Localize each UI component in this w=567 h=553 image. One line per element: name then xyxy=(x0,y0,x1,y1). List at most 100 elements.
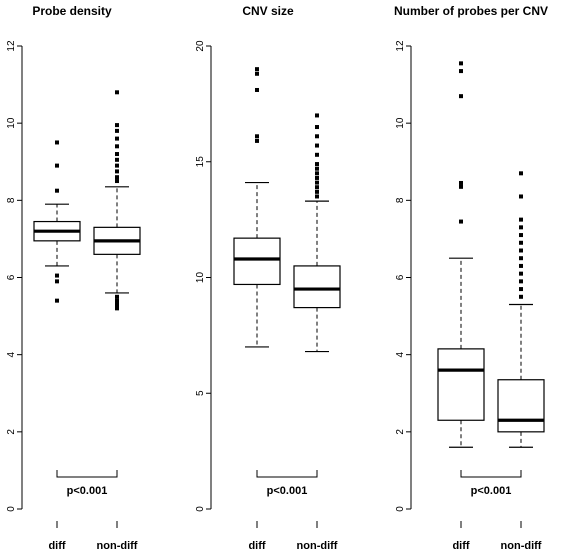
y-tick-label: 0 xyxy=(195,506,206,512)
outlier-point xyxy=(519,194,523,199)
outlier-point xyxy=(519,294,523,299)
box-non-diff: non-diff xyxy=(293,113,341,552)
box-body xyxy=(293,265,341,309)
outlier-point xyxy=(115,136,119,141)
panel-2: CNV size 0 5 10 15 20 diff non-diff p<0.001 xyxy=(195,4,341,552)
outlier-point xyxy=(315,113,319,118)
y-tick-label: 2 xyxy=(6,429,17,435)
outlier-point xyxy=(315,194,319,199)
outlier-point xyxy=(115,179,119,184)
outlier-point xyxy=(459,69,463,74)
outlier-point xyxy=(519,271,523,276)
outlier-point xyxy=(55,188,59,193)
outlier-point xyxy=(55,298,59,303)
significance-bracket xyxy=(56,470,118,478)
y-tick-label: 12 xyxy=(395,40,406,52)
box-diff: diff xyxy=(233,67,281,552)
outlier-point xyxy=(315,166,319,171)
y-tick-label: 8 xyxy=(395,197,406,203)
category-label: diff xyxy=(452,540,469,552)
outlier-point xyxy=(315,152,319,157)
outlier-point xyxy=(519,217,523,222)
panel-title: Probe density xyxy=(32,4,112,18)
outlier-point xyxy=(115,302,119,307)
outlier-point xyxy=(519,263,523,268)
outlier-point xyxy=(315,185,319,190)
outlier-point xyxy=(459,219,463,224)
p-value-label: p<0.001 xyxy=(471,485,512,497)
outlier-point xyxy=(519,287,523,292)
outlier-point xyxy=(115,306,119,311)
panel-title: Number of probes per CNV xyxy=(394,4,548,18)
outlier-point xyxy=(115,175,119,180)
y-tick-label: 0 xyxy=(6,506,17,512)
outlier-point xyxy=(315,171,319,176)
outlier-point xyxy=(115,123,119,128)
outlier-point xyxy=(115,163,119,168)
p-value-label: p<0.001 xyxy=(267,485,308,497)
outlier-point xyxy=(315,189,319,194)
panel-1: Probe density 0 2 4 6 8 10 12 diff non-diff p<0.00… xyxy=(6,4,141,552)
y-tick-label: 12 xyxy=(6,40,17,52)
outlier-point xyxy=(255,138,259,143)
outlier-point xyxy=(519,256,523,261)
outlier-point xyxy=(459,94,463,99)
y-tick-label: 6 xyxy=(6,274,17,280)
panel-3: Number of probes per CNV 0 2 4 6 8 10 12 diff non… xyxy=(394,4,548,552)
outlier-point xyxy=(519,248,523,253)
category-label: non-diff xyxy=(297,540,338,552)
outlier-point xyxy=(459,180,463,185)
y-tick-label: 15 xyxy=(195,156,206,168)
outlier-point xyxy=(115,294,119,299)
outlier-point xyxy=(115,90,119,95)
box-non-diff: non-diff xyxy=(93,90,141,552)
y-tick-label: 8 xyxy=(6,197,17,203)
y-tick-label: 10 xyxy=(395,117,406,129)
y-tick-label: 10 xyxy=(195,272,206,284)
category-label: non-diff xyxy=(97,540,138,552)
outlier-point xyxy=(315,125,319,130)
y-tick-label: 5 xyxy=(195,390,206,396)
outlier-point xyxy=(519,233,523,238)
outlier-point xyxy=(315,180,319,185)
panel-title: CNV size xyxy=(242,4,294,18)
outlier-point xyxy=(115,298,119,303)
outlier-point xyxy=(55,279,59,284)
y-tick-label: 20 xyxy=(195,40,206,52)
category-label: non-diff xyxy=(501,540,542,552)
box-body xyxy=(233,237,281,286)
outlier-point xyxy=(115,152,119,157)
outlier-point xyxy=(519,279,523,284)
box-non-diff: non-diff xyxy=(497,171,545,552)
outlier-point xyxy=(459,184,463,189)
outlier-point xyxy=(519,225,523,230)
significance-bracket xyxy=(256,470,318,478)
outlier-point xyxy=(115,128,119,133)
outlier-point xyxy=(255,67,259,72)
box-body xyxy=(497,379,545,433)
outlier-point xyxy=(255,87,259,92)
y-tick-label: 0 xyxy=(395,506,406,512)
outlier-point xyxy=(115,169,119,174)
category-label: diff xyxy=(48,540,65,552)
outlier-point xyxy=(519,171,523,176)
outlier-point xyxy=(519,240,523,245)
outlier-point xyxy=(55,140,59,145)
box-body xyxy=(437,348,485,421)
p-value-label: p<0.001 xyxy=(67,485,108,497)
outlier-point xyxy=(315,143,319,148)
outlier-point xyxy=(115,157,119,162)
outlier-point xyxy=(115,144,119,149)
outlier-point xyxy=(55,163,59,168)
box-diff: diff xyxy=(437,61,485,552)
outlier-point xyxy=(315,162,319,167)
y-tick-label: 6 xyxy=(395,274,406,280)
outlier-point xyxy=(255,71,259,76)
outlier-point xyxy=(315,134,319,139)
y-tick-label: 10 xyxy=(6,117,17,129)
outlier-point xyxy=(315,175,319,180)
outlier-point xyxy=(255,134,259,139)
y-tick-label: 4 xyxy=(395,351,406,357)
significance-bracket xyxy=(460,470,522,478)
